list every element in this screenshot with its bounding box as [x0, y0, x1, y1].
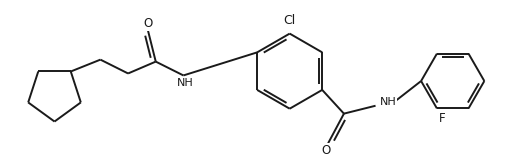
Text: NH: NH: [379, 97, 396, 107]
Text: NH: NH: [177, 78, 194, 88]
Text: O: O: [321, 144, 331, 157]
Text: F: F: [439, 112, 445, 125]
Text: O: O: [143, 17, 153, 30]
Text: Cl: Cl: [284, 14, 296, 27]
